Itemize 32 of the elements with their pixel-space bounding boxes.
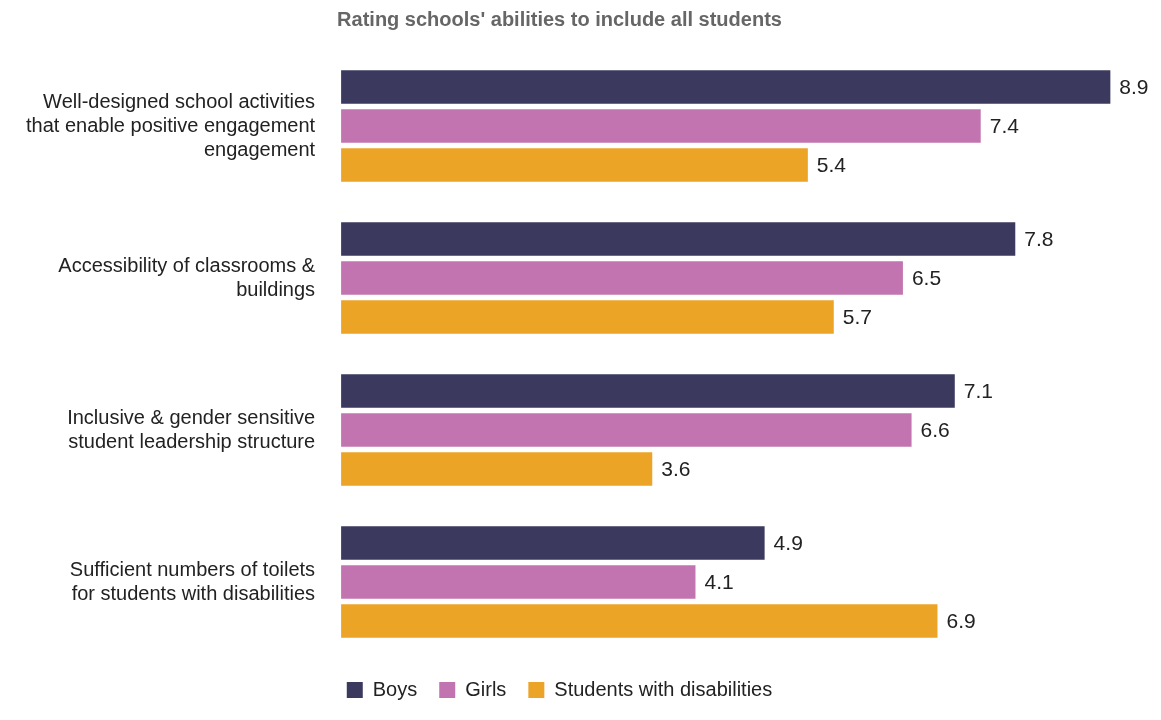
chart-title: Rating schools' abilities to include all students bbox=[337, 7, 782, 30]
bar bbox=[341, 222, 1016, 256]
bar bbox=[341, 148, 808, 182]
data-label: 7.1 bbox=[963, 378, 993, 402]
data-label: 5.7 bbox=[842, 304, 872, 328]
legend-label: Boys bbox=[372, 677, 418, 700]
bar bbox=[341, 70, 1111, 104]
y-tick-label: Well-designed school activities that enable positive engagement engagement bbox=[25, 89, 316, 160]
data-label: 4.1 bbox=[704, 569, 734, 593]
bar bbox=[341, 452, 653, 486]
bar bbox=[341, 374, 955, 408]
data-label: 6.5 bbox=[911, 265, 942, 289]
y-tick-label: Sufficient numbers of toilets for students with disabilities bbox=[69, 557, 316, 604]
bar bbox=[341, 604, 938, 638]
data-label: 7.8 bbox=[1024, 226, 1054, 250]
bar bbox=[341, 565, 696, 599]
data-label: 3.6 bbox=[661, 456, 691, 480]
data-label: 7.4 bbox=[989, 113, 1020, 137]
data-label: 4.9 bbox=[773, 530, 803, 554]
bar bbox=[341, 109, 981, 143]
data-label: 6.9 bbox=[946, 608, 976, 632]
data-label: 5.4 bbox=[816, 152, 847, 176]
bar bbox=[341, 261, 903, 295]
bar bbox=[341, 413, 912, 447]
y-tick-label: Accessibility of classrooms & buildings bbox=[58, 253, 316, 300]
bar bbox=[341, 300, 834, 334]
data-label: 8.9 bbox=[1119, 74, 1149, 98]
y-tick-label: Inclusive & gender sensitive student leadership structure bbox=[67, 405, 316, 452]
bar bbox=[341, 526, 765, 560]
legend-label: Girls bbox=[465, 677, 507, 700]
legend-label: Students with disabilities bbox=[554, 677, 773, 700]
data-label: 6.6 bbox=[920, 417, 950, 441]
